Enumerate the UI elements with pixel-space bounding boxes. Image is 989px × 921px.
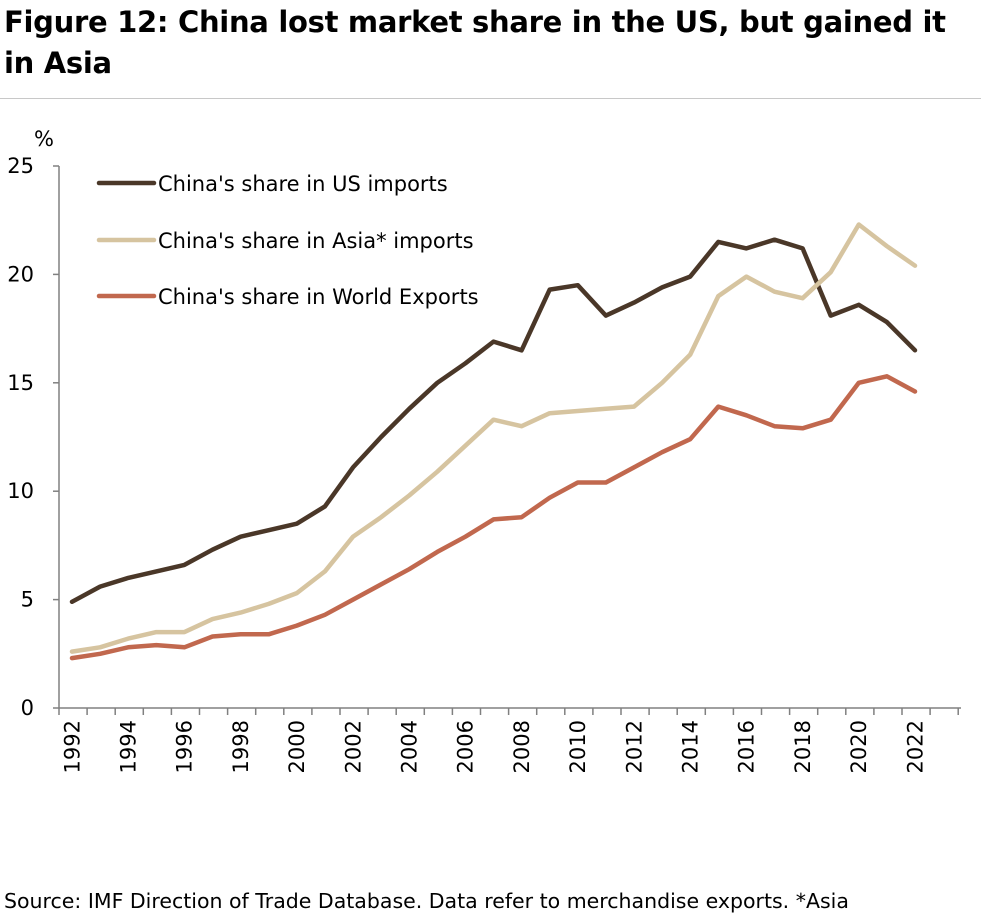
- y-tick-label: 25: [7, 154, 34, 178]
- legend-label: China's share in US imports: [158, 172, 448, 196]
- y-axis-unit-label: %: [34, 127, 54, 151]
- x-tick-label: 1996: [173, 720, 197, 773]
- line-chart: 0 5 10 15 20 25% 1992 1994 1996 1998 2000 2002 2004 2…: [7, 127, 961, 773]
- x-tick-label: 2012: [622, 720, 646, 773]
- x-tick-label: 1998: [229, 720, 253, 773]
- x-tick-label: 2022: [903, 720, 927, 773]
- x-tick-label: 2008: [510, 720, 534, 773]
- legend-label: China's share in Asia* imports: [158, 229, 474, 253]
- x-tick-label: 2016: [735, 720, 759, 773]
- x-tick-label: 2014: [679, 720, 703, 773]
- x-tick-label: 2000: [285, 720, 309, 773]
- chart-axes: 0 5 10 15 20 25% 1992 1994 1996 1998 2000 2002 2004 2…: [7, 127, 961, 773]
- x-tick-label: 2004: [398, 720, 422, 773]
- series-line-3: [69, 374, 918, 661]
- x-tick-label: 2010: [566, 720, 590, 773]
- x-tick-label: 1992: [60, 720, 84, 773]
- series-line-1: [69, 237, 918, 605]
- x-tick-label: 2018: [791, 720, 815, 773]
- x-tick-label: 2020: [847, 720, 871, 773]
- chart-legend: China's share in US imports China's share…: [96, 172, 479, 309]
- x-tick-label: 2006: [454, 720, 478, 773]
- y-tick-label: 5: [21, 588, 34, 612]
- y-tick-label: 20: [7, 262, 34, 286]
- legend-label: China's share in World Exports: [158, 285, 479, 309]
- series-lines: [69, 222, 918, 661]
- series-line-2: [69, 222, 918, 654]
- title-divider: [0, 98, 981, 99]
- x-tick-label: 1994: [117, 720, 141, 773]
- figure-title: Figure 12: China lost market share in th…: [4, 5, 946, 80]
- y-tick-label: 10: [7, 479, 34, 503]
- y-tick-label: 15: [7, 371, 34, 395]
- source-note: Source: IMF Direction of Trade Database.…: [4, 889, 849, 913]
- x-tick-label: 2002: [341, 720, 365, 773]
- y-tick-label: 0: [21, 696, 34, 720]
